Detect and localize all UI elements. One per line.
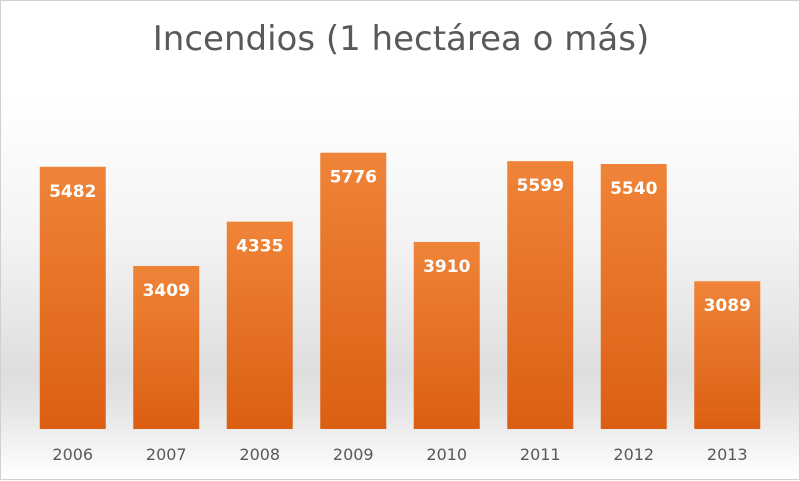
data-label-2009: 5776 — [330, 168, 377, 188]
bar-2013 — [694, 281, 761, 429]
data-label-2012: 5540 — [610, 179, 657, 199]
bar-2011 — [507, 161, 574, 430]
x-tick-label-2011: 2011 — [520, 445, 561, 464]
bar-2006 — [39, 166, 106, 430]
data-label-2010: 3910 — [423, 257, 470, 277]
x-tick-label-2006: 2006 — [52, 445, 93, 464]
x-tick-label-2009: 2009 — [333, 445, 374, 464]
bar-2010 — [413, 241, 480, 429]
x-tick-label-2008: 2008 — [239, 445, 280, 464]
x-tick-label-2013: 2013 — [707, 445, 748, 464]
bar-2012 — [600, 164, 667, 429]
x-tick-label-2010: 2010 — [426, 445, 467, 464]
bar-2008 — [226, 221, 293, 429]
bar-2007 — [133, 265, 200, 429]
chart-title: Incendios (1 hectárea o más) — [152, 19, 650, 59]
data-label-2006: 5482 — [49, 182, 96, 202]
x-tick-label-2007: 2007 — [146, 445, 187, 464]
data-label-2013: 3089 — [704, 296, 751, 316]
bar-2009 — [320, 152, 387, 429]
data-label-2011: 5599 — [517, 176, 564, 196]
data-label-2007: 3409 — [143, 281, 190, 301]
data-label-2008: 4335 — [236, 237, 283, 257]
x-tick-label-2012: 2012 — [613, 445, 654, 464]
